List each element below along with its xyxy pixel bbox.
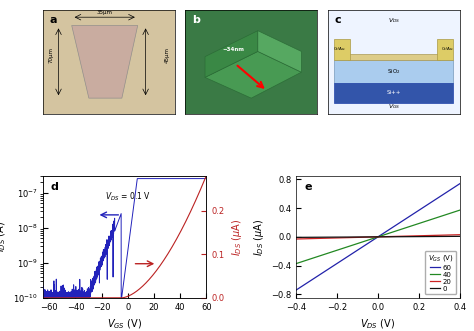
Polygon shape <box>258 31 301 72</box>
20 <box>324 236 329 240</box>
20 <box>303 237 309 241</box>
40 <box>443 213 449 217</box>
Text: $V_{DS}$ = 0.1 V: $V_{DS}$ = 0.1 V <box>105 190 151 203</box>
Text: a: a <box>49 15 57 25</box>
Text: SiO$_2$: SiO$_2$ <box>387 67 401 75</box>
Text: 45μm: 45μm <box>164 47 169 63</box>
0 <box>324 235 329 239</box>
Bar <box>347 54 440 60</box>
Text: d: d <box>51 182 59 192</box>
60 <box>324 268 329 272</box>
Text: ~34nm: ~34nm <box>222 47 244 52</box>
X-axis label: $V_{GS}$ (V): $V_{GS}$ (V) <box>107 317 142 331</box>
60 <box>303 282 309 286</box>
Polygon shape <box>72 25 138 98</box>
Text: c: c <box>334 15 341 25</box>
60 <box>300 284 306 288</box>
Line: 20: 20 <box>296 235 460 239</box>
40 <box>449 211 455 215</box>
20 <box>443 233 449 237</box>
Text: 35μm: 35μm <box>97 10 113 15</box>
Bar <box>334 60 453 82</box>
X-axis label: $V_{DS}$ (V): $V_{DS}$ (V) <box>360 317 395 331</box>
40 <box>300 260 306 263</box>
60 <box>293 288 299 292</box>
Polygon shape <box>205 51 301 98</box>
40 <box>457 208 463 212</box>
0 <box>449 234 455 238</box>
20 <box>337 236 343 240</box>
40 <box>324 252 329 256</box>
Text: 70μm: 70μm <box>48 47 53 63</box>
40 <box>293 261 299 265</box>
Y-axis label: $I_{DS}$ (A): $I_{DS}$ (A) <box>0 221 8 253</box>
Y-axis label: $I_{DS}$ ($\mu$A): $I_{DS}$ ($\mu$A) <box>230 218 244 256</box>
Line: 60: 60 <box>296 184 460 290</box>
60 <box>457 182 463 186</box>
0 <box>300 235 306 239</box>
0 <box>337 235 343 239</box>
Text: b: b <box>192 15 200 25</box>
60 <box>443 191 449 195</box>
Text: e: e <box>304 182 312 192</box>
20 <box>293 237 299 241</box>
Line: 0: 0 <box>296 236 460 237</box>
0 <box>443 234 449 238</box>
40 <box>303 259 309 262</box>
Text: $V_{DS}$: $V_{DS}$ <box>388 16 400 25</box>
20 <box>457 233 463 237</box>
Legend: 60, 40, 20, 0: 60, 40, 20, 0 <box>425 251 456 295</box>
Bar <box>334 82 453 103</box>
Text: Si++: Si++ <box>386 90 401 95</box>
Line: 40: 40 <box>296 210 460 263</box>
0 <box>457 234 463 238</box>
Bar <box>334 39 350 60</box>
60 <box>337 260 343 264</box>
Text: Cr/Au: Cr/Au <box>334 47 346 51</box>
Polygon shape <box>205 31 258 77</box>
60 <box>449 187 455 191</box>
0 <box>303 235 309 239</box>
Text: Cr/Au: Cr/Au <box>442 47 454 51</box>
20 <box>449 233 455 237</box>
Text: $V_{GS}$: $V_{GS}$ <box>388 103 400 112</box>
Y-axis label: $I_{DS}$ ($\mu$A): $I_{DS}$ ($\mu$A) <box>252 218 265 256</box>
20 <box>300 237 306 241</box>
0 <box>293 235 299 239</box>
40 <box>337 247 343 251</box>
Bar <box>438 39 453 60</box>
